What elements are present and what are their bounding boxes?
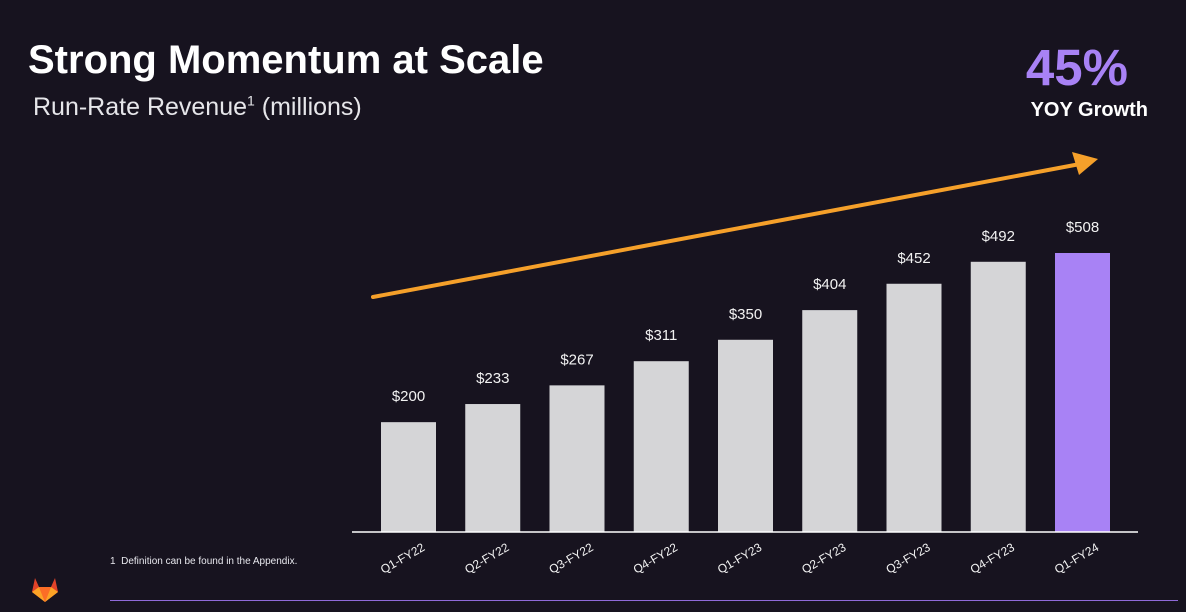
bar-q3-fy22 bbox=[549, 385, 605, 532]
x-tick-label: Q1-FY24 bbox=[1052, 540, 1101, 577]
bar-q1-fy22 bbox=[381, 422, 436, 532]
bar-q2-fy23 bbox=[802, 310, 858, 532]
data-label: $350 bbox=[729, 306, 762, 323]
yoy-growth-label: YOY Growth bbox=[1030, 99, 1148, 121]
growth-trend-arrow bbox=[371, 162, 1082, 299]
page-title: Strong Momentum at Scale bbox=[28, 38, 544, 82]
footnote-marker: 1 bbox=[110, 556, 116, 567]
x-tick-label: Q3-FY23 bbox=[883, 540, 932, 577]
data-label: $404 bbox=[813, 276, 846, 293]
data-label: $492 bbox=[982, 228, 1015, 245]
x-tick-label: Q1-FY23 bbox=[715, 540, 764, 577]
x-tick-label: Q4-FY23 bbox=[968, 540, 1017, 577]
data-label: $452 bbox=[897, 250, 930, 267]
data-label: $200 bbox=[392, 388, 425, 405]
footnote-text: Definition can be found in the Appendix. bbox=[121, 556, 298, 567]
bar-q1-fy23 bbox=[718, 339, 773, 532]
bar-q2-fy22 bbox=[465, 404, 521, 532]
data-label: $508 bbox=[1066, 219, 1099, 236]
data-label: $311 bbox=[645, 327, 677, 344]
footnote-reference: 1 bbox=[247, 92, 255, 109]
subtitle-text: Run-Rate Revenue bbox=[33, 93, 248, 121]
x-tick-label: Q1-FY22 bbox=[378, 540, 427, 577]
subtitle-units: (millions) bbox=[254, 93, 362, 121]
x-tick-label: Q4-FY22 bbox=[631, 540, 680, 577]
yoy-growth-value: 45% bbox=[1025, 39, 1128, 96]
x-tick-label: Q2-FY22 bbox=[462, 540, 511, 577]
bar-q4-fy23 bbox=[970, 261, 1026, 532]
x-tick-label: Q2-FY23 bbox=[799, 540, 848, 577]
bar-q1-fy24 bbox=[1055, 253, 1110, 532]
x-tick-label: Q3-FY22 bbox=[546, 540, 595, 577]
gitlab-logo-icon bbox=[32, 578, 58, 602]
footer-divider bbox=[110, 600, 1178, 601]
arrow-head-icon bbox=[1072, 152, 1098, 175]
data-label: $267 bbox=[560, 351, 593, 368]
chart-subtitle: Run-Rate Revenue1 (millions) bbox=[33, 93, 362, 122]
data-label: $233 bbox=[476, 370, 509, 387]
footnote: 1 Definition can be found in the Appendi… bbox=[110, 556, 300, 569]
bar-q4-fy22 bbox=[633, 361, 689, 532]
bar-q3-fy23 bbox=[886, 283, 942, 532]
